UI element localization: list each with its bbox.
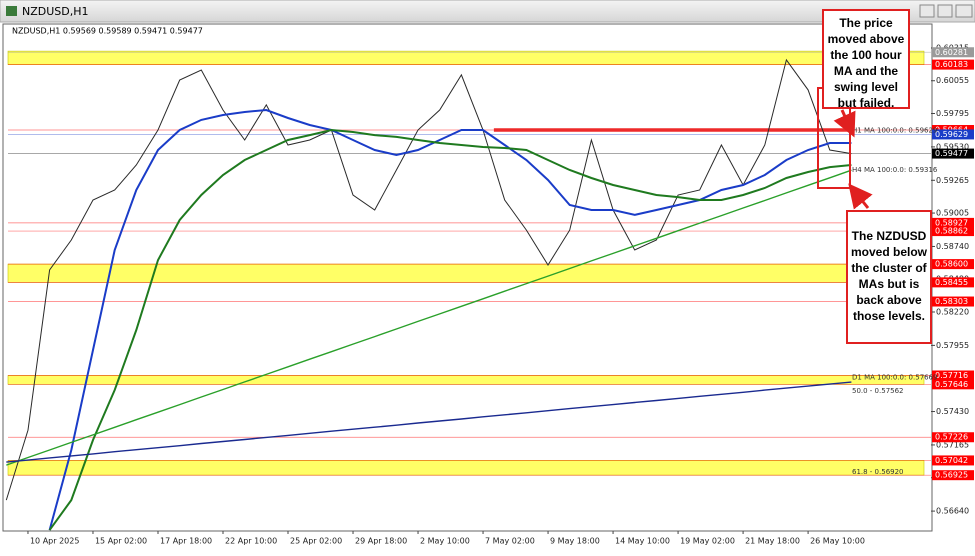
y-tick-label: 0.58740 [936, 242, 969, 251]
level-label: 0.58862 [935, 227, 968, 236]
arrow [848, 183, 873, 210]
y-tick-label: 0.57430 [936, 407, 969, 416]
y-tick-label: 0.60055 [936, 76, 969, 85]
level-label: 0.57716 [935, 371, 968, 380]
level-label: 0.56925 [935, 471, 968, 480]
level-label-box [932, 370, 974, 381]
level-label-box [932, 148, 974, 159]
level-label: 0.58600 [935, 260, 968, 269]
level-label-box [932, 217, 974, 228]
level-label: 0.60183 [935, 60, 968, 69]
x-tick-label: 17 Apr 18:00 [160, 537, 212, 546]
x-tick-label: 9 May 18:00 [550, 537, 600, 546]
level-note: 61.8 - 0.56920 [852, 468, 904, 476]
zone [7, 460, 925, 476]
window-icon [6, 6, 17, 16]
x-tick-label: 25 Apr 02:00 [290, 537, 342, 546]
y-tick-label: 0.57955 [936, 341, 969, 350]
x-tick-label: 19 May 02:00 [680, 537, 735, 546]
level-note: H4 MA 100:0.0: 0.59316 [852, 166, 938, 174]
window-title: NZDUSD,H1 [22, 5, 89, 18]
close-button[interactable] [955, 4, 973, 18]
x-tick-label: 2 May 10:00 [420, 537, 470, 546]
level-label-box [932, 47, 974, 58]
restore-button[interactable] [919, 4, 935, 18]
series-line [5, 58, 852, 501]
level-label: 0.60281 [935, 48, 968, 57]
level-label-box [932, 470, 974, 481]
level-label: 0.57226 [935, 433, 968, 442]
x-tick-label: 21 May 18:00 [745, 537, 800, 546]
level-label: 0.58927 [935, 218, 968, 227]
zone [7, 375, 925, 385]
level-note: H1 MA 100:0.0: 0.59629 [852, 126, 937, 134]
callout: The NZDUSD moved below the cluster of MA… [846, 210, 932, 344]
level-label-box [932, 277, 974, 288]
chart-header: NZDUSD,H1 0.59569 0.59589 0.59471 0.5947… [12, 27, 203, 36]
x-tick-label: 7 May 02:00 [485, 537, 535, 546]
level-label-box [932, 129, 974, 140]
y-tick-label: 0.59005 [936, 209, 969, 218]
x-tick-label: 29 Apr 18:00 [355, 537, 407, 546]
level-label: 0.57042 [935, 456, 968, 465]
level-note: D1 MA 100:0.0: 0.57669 [852, 373, 938, 381]
level-label: 0.59477 [935, 149, 968, 158]
y-tick-label: 0.59795 [936, 109, 969, 118]
y-tick-label: 0.57165 [936, 440, 969, 449]
level-note: 50.0 - 0.57562 [852, 387, 904, 395]
series-line [6, 381, 852, 463]
zone [7, 50, 925, 65]
level-label: 0.59629 [935, 130, 968, 139]
x-tick-label: 10 Apr 2025 [30, 537, 79, 546]
callout: The price moved above the 100 hour MA an… [822, 9, 910, 110]
series-line [48, 108, 852, 531]
x-tick-label: 14 May 10:00 [615, 537, 670, 546]
x-tick-label: 26 May 10:00 [810, 537, 865, 546]
x-tick-label: 22 Apr 10:00 [225, 537, 277, 546]
level-label-box [932, 432, 974, 443]
level-label-box [932, 455, 974, 466]
level-label: 0.57646 [935, 380, 968, 389]
y-tick-label: 0.59530 [936, 142, 969, 151]
arrow [833, 109, 856, 138]
y-tick-label: 0.56640 [936, 507, 969, 516]
zone [7, 263, 925, 283]
x-tick-label: 15 Apr 02:00 [95, 537, 147, 546]
level-label: 0.58303 [935, 297, 968, 306]
level-label-box [932, 59, 974, 70]
y-tick-label: 0.58220 [936, 307, 969, 316]
y-tick-label: 0.59265 [936, 176, 969, 185]
maximize-button[interactable] [937, 4, 953, 18]
series-line [48, 128, 852, 531]
level-label-box [932, 259, 974, 270]
title-bar [0, 0, 975, 23]
level-label: 0.58455 [935, 278, 968, 287]
level-label-box [932, 226, 974, 237]
series-line [6, 169, 852, 466]
level-label-box [932, 379, 974, 390]
level-label-box [932, 296, 974, 307]
